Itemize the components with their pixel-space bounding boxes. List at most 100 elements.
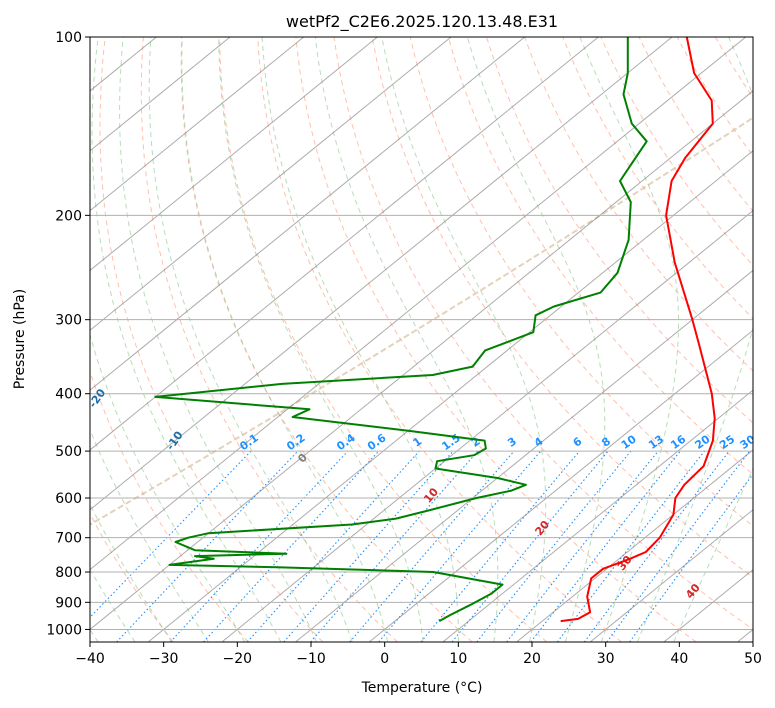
isotherm-line	[90, 90, 753, 631]
mixing-ratio-line	[349, 450, 515, 642]
x-tick-label: −10	[296, 651, 326, 667]
mixing-ratio-label: 13	[646, 433, 666, 452]
dry-adiabat-label: -10	[164, 429, 186, 453]
y-tick-label: 600	[55, 491, 82, 507]
moist-adiabat-line	[466, 37, 606, 642]
moist-adiabat-line	[91, 37, 282, 642]
moist-adiabat-label: 10	[421, 485, 441, 505]
moist-adiabat-line	[579, 37, 679, 642]
isotherm-line	[90, 37, 231, 152]
mixing-ratio-label: 36	[758, 432, 775, 452]
dry-adiabat-line	[90, 369, 249, 642]
mixing-ratio-label: 8	[599, 435, 613, 450]
isotherm-line	[90, 37, 378, 272]
isotherm-line	[663, 568, 753, 642]
tan-curve-line	[90, 116, 753, 526]
y-axis-title: Pressure (hPa)	[12, 289, 28, 389]
dry-adiabat-line	[409, 37, 753, 527]
moist-adiabat-line	[636, 37, 753, 642]
moist-adiabat-line	[148, 37, 353, 642]
dry-adiabat-line	[638, 37, 753, 212]
mixing-ratio-label: 10	[619, 432, 639, 452]
plot-area: -100-90-80-70-60-50-40-30-20-100.10.20.4…	[0, 37, 775, 642]
y-tick-label: 1000	[46, 622, 82, 638]
mixing-ratio-label: 16	[668, 432, 688, 452]
x-tick-label: 30	[597, 651, 615, 667]
isotherm-line	[90, 37, 305, 212]
mixing-ratio-line	[476, 450, 632, 642]
y-tick-label: 900	[55, 595, 82, 611]
mixing-ratio-line	[246, 450, 420, 642]
isotherm-line	[737, 628, 753, 642]
moist-adiabat-line	[261, 37, 459, 642]
mixing-ratio-line	[606, 450, 751, 642]
y-axis: 100 200 300 400 500 600 700 800 900 1000	[46, 30, 90, 638]
mixing-ratio-line	[506, 450, 659, 642]
dry-adiabat-line	[754, 37, 775, 642]
dry-adiabat-line	[371, 37, 753, 579]
y-tick-label: 700	[55, 531, 82, 547]
isotherm-line	[90, 37, 452, 331]
mixing-ratio-line	[169, 450, 349, 642]
x-tick-label: −30	[149, 651, 179, 667]
mixing-ratio-label: 4	[532, 435, 546, 450]
moist-adiabat-line	[90, 503, 173, 642]
dry-adiabat-line	[140, 37, 398, 642]
mixing-ratio-line	[90, 450, 252, 619]
dry-adiabat-line	[257, 37, 622, 642]
y-tick-label: 200	[55, 208, 82, 224]
y-tick-label: 300	[55, 313, 82, 329]
moist-adiabat-line	[90, 428, 209, 642]
mixing-ratio-label: 3	[505, 435, 519, 450]
isotherm-line	[147, 150, 753, 642]
isotherm-line	[0, 37, 9, 642]
y-tick-label: 400	[55, 387, 82, 403]
mixing-ratio-line	[283, 450, 454, 642]
x-tick-label: 0	[380, 651, 389, 667]
isotherm-line	[589, 509, 753, 642]
moist-adiabat-label: 20	[532, 518, 552, 538]
isotherm-line	[90, 37, 747, 571]
x-tick-label: 50	[744, 651, 762, 667]
isotherm-line	[368, 329, 753, 642]
x-axis: −40 −30 −20 −10 0 10 20 30 40 50	[75, 642, 762, 667]
mixing-ratio-label: 0.4	[334, 431, 358, 453]
mixing-ratio-line	[420, 450, 581, 642]
moist-adiabat-line	[90, 332, 246, 642]
moist-adiabat-line	[181, 37, 389, 642]
temperature-profile-line	[560, 37, 716, 623]
y-tick-label: 100	[55, 30, 82, 46]
mixing-ratio-line	[116, 450, 299, 642]
mixing-ratio-label: 25	[717, 433, 737, 452]
x-tick-label: −40	[75, 651, 105, 667]
chart-title: wetPf2_C2E6.2025.120.13.48.E31	[286, 12, 558, 32]
mixing-ratio-line	[203, 450, 380, 642]
x-tick-label: −20	[223, 651, 253, 667]
y-tick-label: 500	[55, 444, 82, 460]
mixing-ratio-line	[556, 450, 705, 642]
dry-adiabat-line	[90, 512, 174, 642]
dry-adiabat-line	[486, 37, 753, 424]
dry-adiabat-line	[524, 37, 753, 372]
isotherm-line	[295, 269, 753, 642]
moist-adiabat-line	[673, 467, 753, 642]
moist-adiabat-line	[119, 37, 318, 642]
mixing-ratio-label: 0.1	[237, 431, 260, 453]
isotherm-line	[516, 449, 753, 642]
mixing-ratio-label: 1	[411, 435, 425, 450]
dry-adiabat-line	[219, 37, 548, 642]
mixing-ratio-label: 6	[571, 435, 585, 450]
moist-adiabat-line	[381, 37, 547, 642]
y-tick-label: 800	[55, 565, 82, 581]
dry-adiabat-line	[600, 37, 753, 267]
moist-adiabat-line	[218, 37, 424, 642]
isotherm-line	[90, 37, 599, 451]
mixing-ratio-label: 0.2	[284, 431, 307, 453]
x-tick-label: 20	[523, 651, 541, 667]
isotherm-line	[442, 389, 753, 642]
isotherm-line	[90, 37, 526, 391]
mixing-ratio-label: 30	[738, 432, 758, 452]
dewpoint-profile-line	[154, 37, 648, 622]
dry-adiabat-line	[333, 37, 753, 631]
